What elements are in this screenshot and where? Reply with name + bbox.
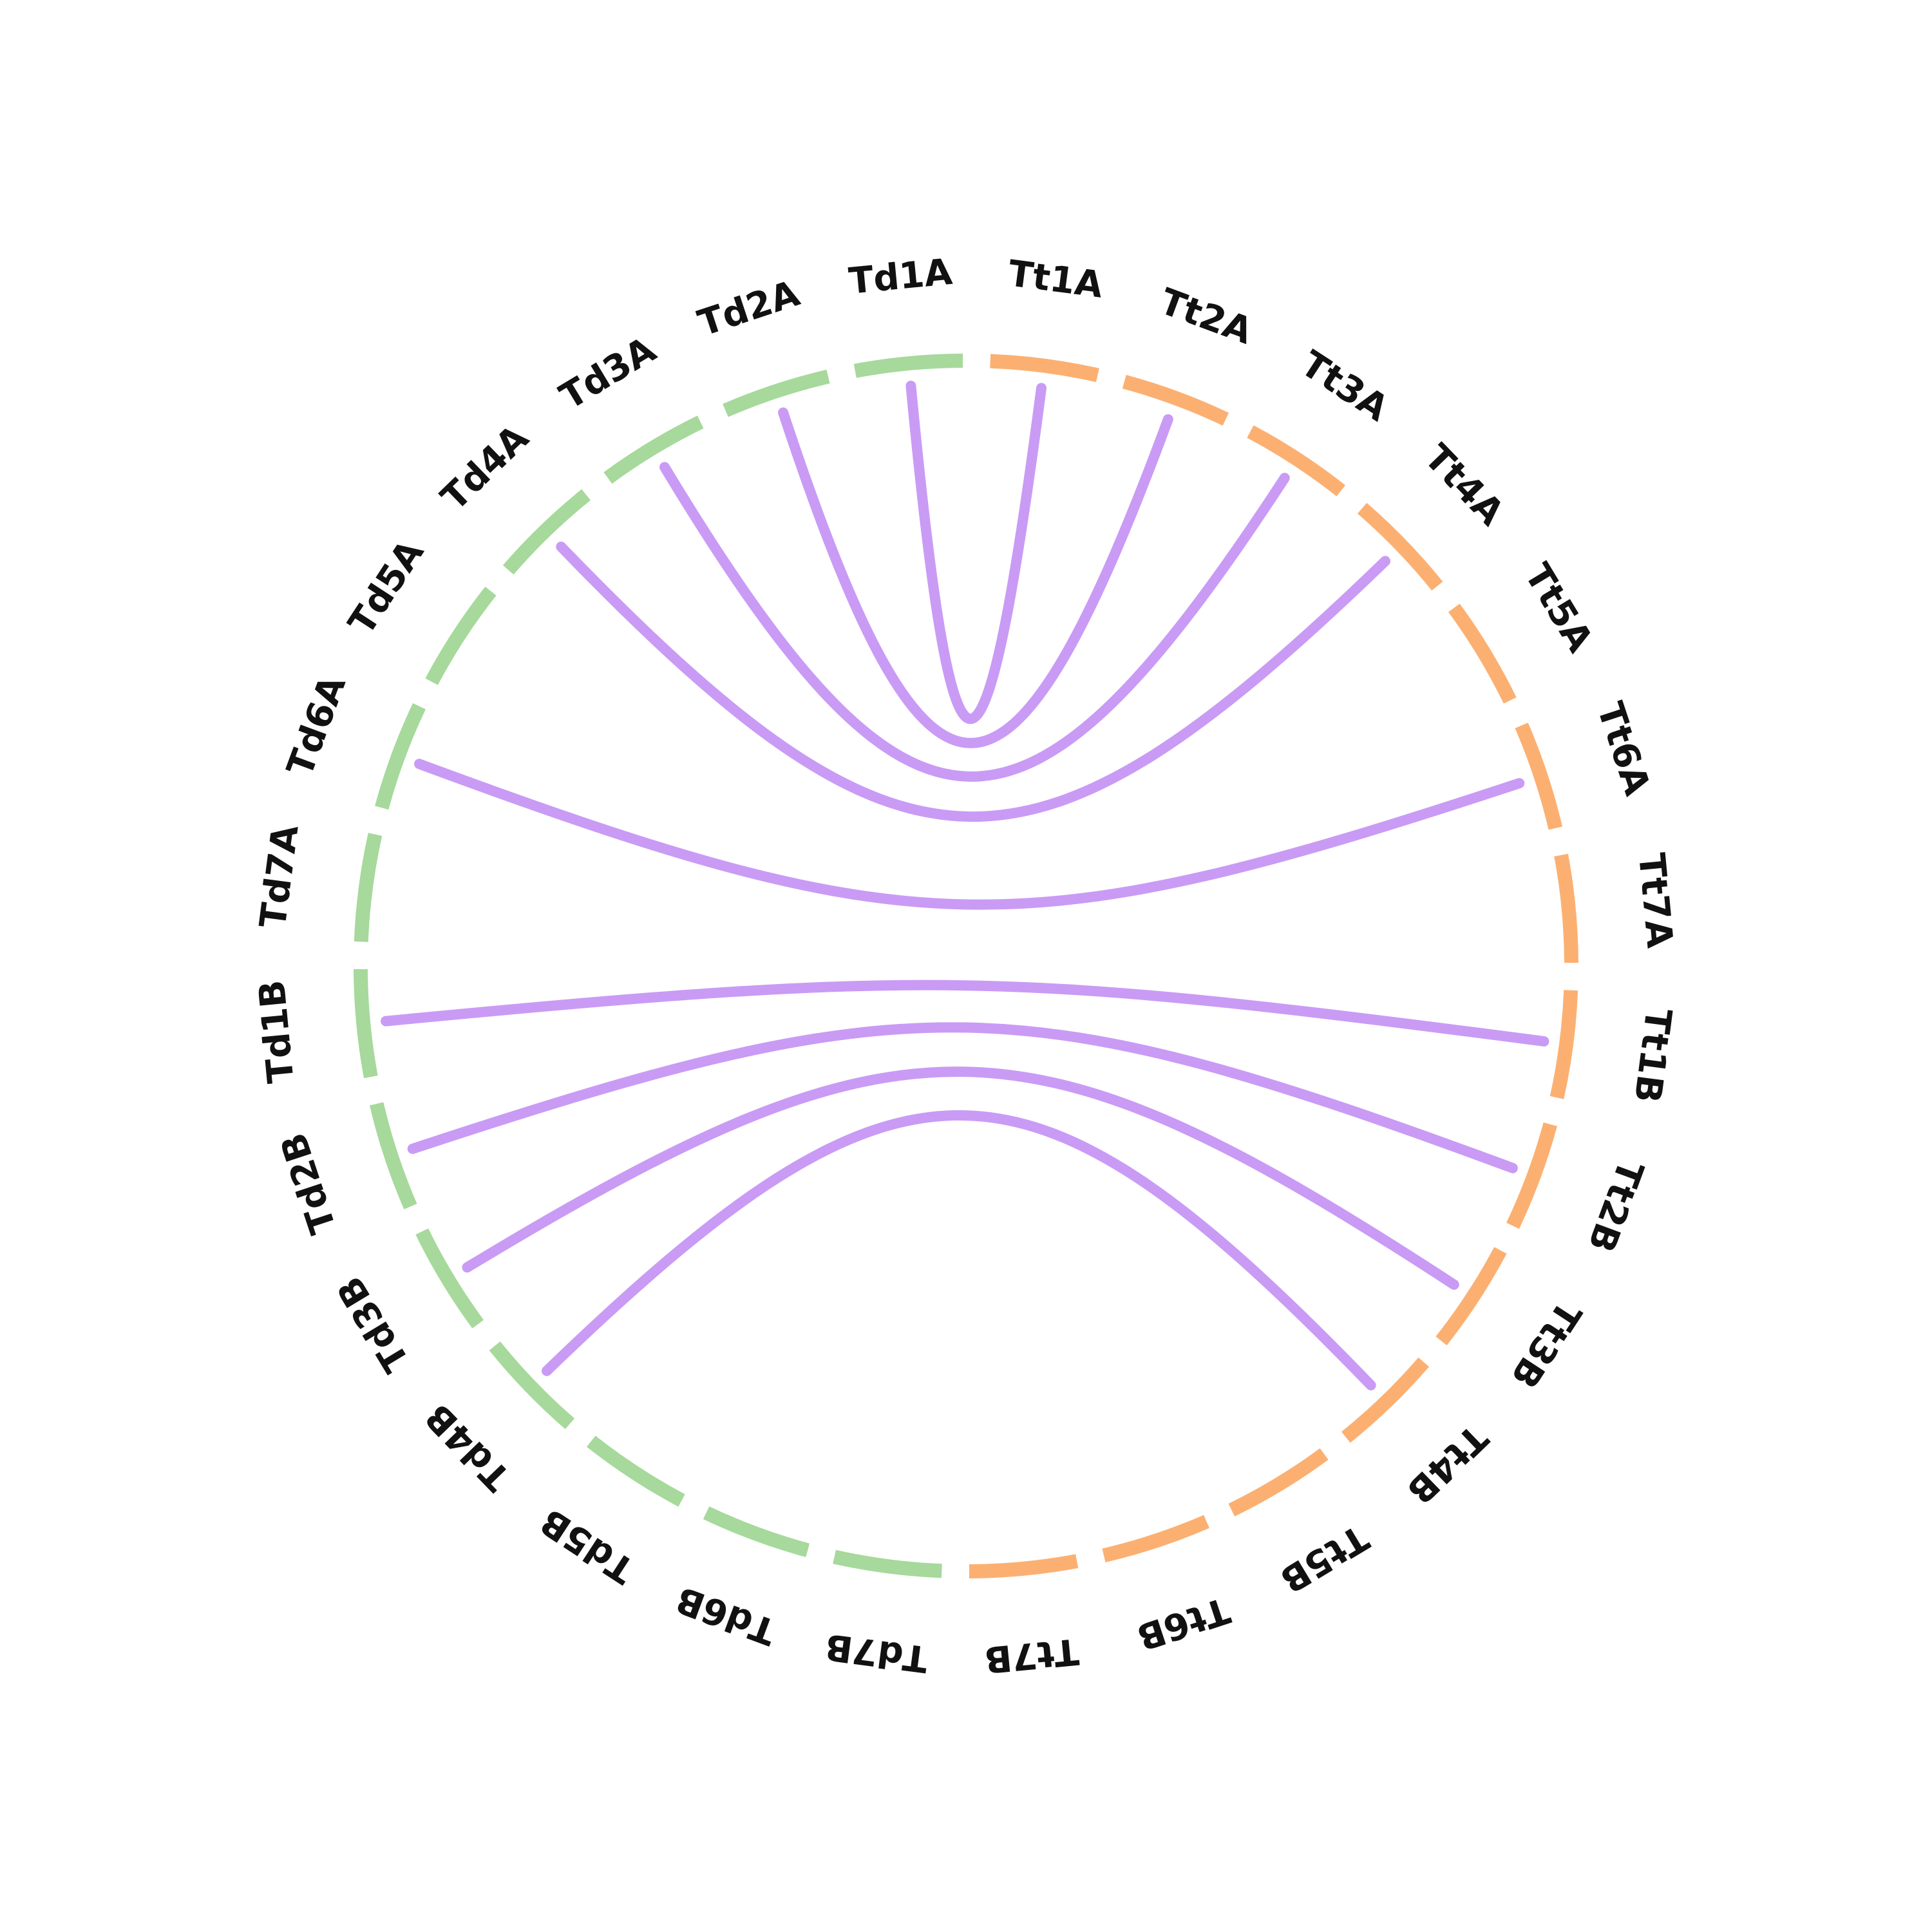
segment-label-tt7b: Tt7B (983, 1630, 1081, 1681)
segment-tt4b (1341, 1357, 1430, 1443)
segment-tt4a (1357, 502, 1443, 591)
segment-label-tt5a: Tt5A (1516, 556, 1601, 659)
segment-td5a (425, 586, 497, 685)
segment-tt3b (1435, 1247, 1507, 1346)
link-td6a-tt6a (414, 759, 1525, 910)
segment-tt1a (990, 354, 1099, 383)
segment-label-td4a: Td4A (433, 417, 537, 519)
segment-td1b (354, 969, 378, 1079)
segment-label-tt7a: Tt7A (1630, 851, 1681, 950)
segment-tt2a (1122, 375, 1229, 426)
segment-label-tt6a: Tt6A (1589, 697, 1658, 801)
links-layer (381, 381, 1549, 1390)
segment-label-td6a: Td6A (279, 670, 354, 782)
link-td3b-tt3b (462, 1066, 1459, 1290)
segment-tt6a (1515, 723, 1563, 830)
segment-td1a (853, 354, 963, 378)
link-td3a-tt3a (659, 462, 1290, 782)
segment-label-td7b: Td7B (823, 1625, 931, 1680)
segment-td4a (502, 489, 591, 575)
segment-td2b (369, 1102, 417, 1209)
segment-td7b (833, 1549, 942, 1578)
link-td1b-tt1b (381, 980, 1549, 1046)
segment-tt2b (1506, 1122, 1557, 1229)
segment-label-tt2a: Tt2A (1154, 281, 1258, 353)
segment-label-tt1b: Tt1B (1625, 1006, 1679, 1105)
segment-tt3a (1247, 425, 1346, 497)
segment-label-tt4b: Tt4B (1398, 1416, 1495, 1512)
segment-tt5a (1448, 603, 1517, 704)
segment-label-td7a: Td7A (252, 822, 307, 931)
link-td1a-tt1a (905, 381, 1046, 724)
segment-label-tt5b: Tt5B (1273, 1516, 1375, 1600)
segment-td4b (489, 1341, 575, 1430)
segment-label-td5b: Td5B (533, 1500, 642, 1591)
link-td2b-tt2b (407, 1022, 1518, 1173)
segment-label-tt3b: Tt3B (1502, 1294, 1589, 1396)
segment-label-td2a: Td2A (693, 272, 805, 345)
segment-tt7a (1554, 853, 1578, 963)
segment-tt6b (1102, 1515, 1209, 1563)
segment-label-td4b: Td4B (417, 1396, 519, 1499)
segment-label-tt6b: Tt6B (1132, 1589, 1235, 1658)
segment-label-tt4a: Tt4A (1416, 437, 1513, 535)
segment-label-td3b: Td3B (329, 1269, 418, 1379)
segment-label-td1a: Td1A (847, 251, 954, 303)
segment-label-tt2b: Tt2B (1579, 1155, 1651, 1258)
link-td4a-tt4a (556, 542, 1390, 822)
segment-label-td2b: Td2B (272, 1128, 345, 1238)
segment-td3a (603, 415, 704, 484)
segment-label-td5a: Td5A (341, 533, 433, 643)
link-td2a-tt2a (778, 407, 1173, 748)
segment-tt7b (969, 1554, 1079, 1578)
segment-td5b (586, 1435, 685, 1507)
ideogram-layer (354, 354, 1578, 1578)
segment-label-td1b: Td1B (251, 978, 303, 1084)
segment-label-tt1a: Tt1A (1006, 252, 1106, 307)
segment-td6a (375, 703, 426, 810)
link-td4b-tt4b (542, 1110, 1376, 1390)
segment-td6b (703, 1506, 810, 1557)
segment-label-tt3a: Tt3A (1293, 343, 1396, 430)
segment-label-td6b: Td6B (670, 1578, 782, 1653)
segment-tt1b (1549, 990, 1578, 1099)
segment-td7a (354, 833, 383, 942)
segment-td3b (415, 1228, 484, 1329)
segment-label-td3a: Td3A (553, 328, 663, 418)
segment-tt5b (1228, 1448, 1329, 1517)
segment-td2a (723, 369, 830, 417)
